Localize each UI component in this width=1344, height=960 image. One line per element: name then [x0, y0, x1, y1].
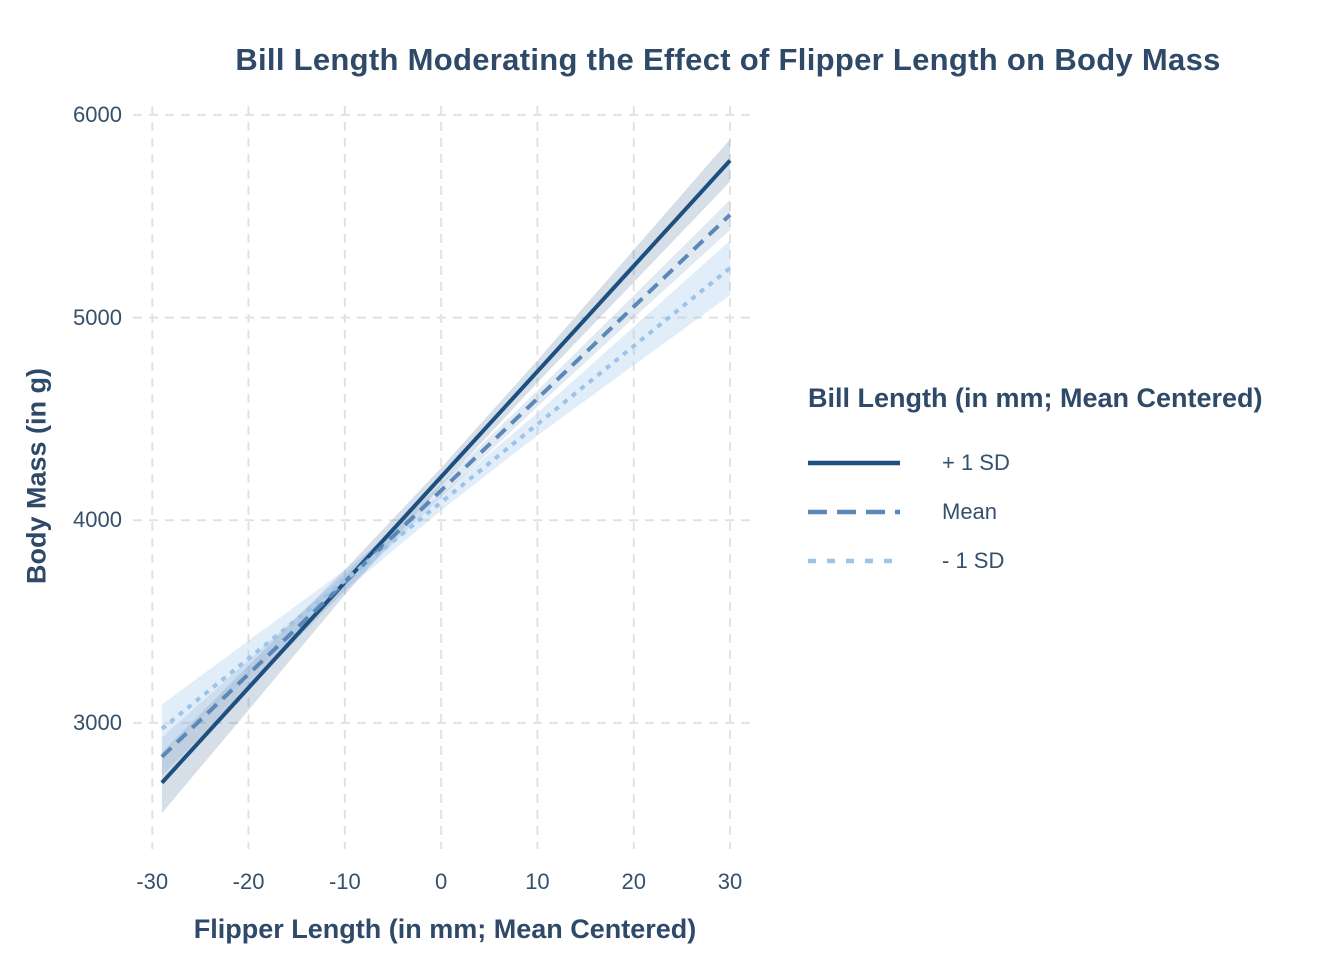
x-tick-label: -30 [136, 869, 169, 894]
legend-item: - 1 SD [808, 536, 1328, 585]
legend-item-label: - 1 SD [942, 547, 1005, 573]
legend-key-line [808, 558, 900, 563]
chart-title: Bill Length Moderating the Effect of Fli… [235, 42, 1221, 77]
x-tick-label: -10 [328, 869, 361, 894]
legend-item: + 1 SD [808, 438, 1328, 487]
legend: Bill Length (in mm; Mean Centered) + 1 S… [808, 383, 1328, 585]
y-tick-label: 4000 [73, 507, 122, 533]
legend-title: Bill Length (in mm; Mean Centered) [808, 383, 1263, 413]
confidence-ribbon [161, 199, 731, 777]
x-tick-label: 20 [621, 869, 646, 894]
series-line [160, 213, 732, 759]
legend-item-label: Mean [942, 498, 998, 524]
y-tick-label: 3000 [73, 709, 122, 735]
series-line [160, 159, 732, 785]
x-tick-label: 0 [435, 869, 448, 894]
series-line [160, 266, 732, 731]
y-tick-label: 5000 [73, 304, 122, 330]
y-tick-label: 6000 [73, 101, 122, 127]
legend-item: Mean [808, 487, 1328, 536]
x-tick-label: -20 [232, 869, 265, 894]
x-axis-title: Flipper Length (in mm; Mean Centered) [193, 914, 697, 944]
confidence-ribbon [161, 139, 731, 814]
legend-items: + 1 SD Mean - 1 SD [808, 438, 1328, 585]
legend-key-line [808, 509, 900, 514]
x-tick-label: 30 [717, 869, 743, 894]
legend-item-label: + 1 SD [942, 449, 1010, 475]
legend-key-line [808, 460, 900, 465]
x-tick-label: 10 [525, 869, 550, 894]
